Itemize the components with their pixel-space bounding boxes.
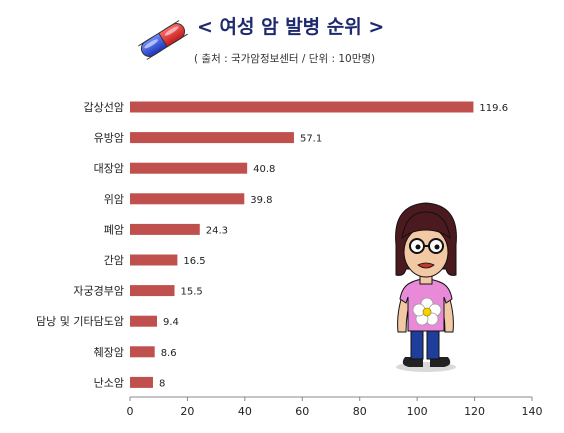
cartoon-girl-illustration <box>395 202 457 372</box>
category-label: 갑상선암 <box>84 101 124 114</box>
bar <box>130 315 157 327</box>
value-label: 16.5 <box>183 256 205 267</box>
x-tick-label: 60 <box>295 405 309 418</box>
value-label: 8.6 <box>161 348 177 359</box>
x-tick-label: 40 <box>238 405 252 418</box>
value-label: 8 <box>159 378 165 389</box>
x-tick-label: 80 <box>353 405 367 418</box>
bar <box>130 285 175 297</box>
category-label: 난소암 <box>94 376 124 389</box>
value-label: 9.4 <box>163 317 179 328</box>
value-label: 39.8 <box>250 195 272 206</box>
chart-title: < 여성 암 발병 순위 > <box>197 16 384 38</box>
x-tick-label: 20 <box>180 405 194 418</box>
category-label: 유방암 <box>94 132 124 145</box>
capsule-pill-icon <box>138 20 188 60</box>
x-axis: 0 20 40 60 80 100 120 140 <box>127 396 543 418</box>
bar <box>130 254 178 266</box>
category-label: 폐암 <box>104 223 124 236</box>
x-tick-label: 0 <box>127 405 134 418</box>
x-tick-label: 100 <box>407 405 428 418</box>
bar <box>130 101 474 113</box>
value-label: 119.6 <box>479 103 508 114</box>
bar <box>130 193 245 205</box>
chart-subtitle: ( 출처 : 국가암정보센터 / 단위 : 10만명) <box>194 52 375 65</box>
bar <box>130 346 155 358</box>
category-label: 췌장암 <box>94 346 124 359</box>
bar-series <box>130 101 474 388</box>
bar <box>130 223 200 235</box>
x-tick-label: 140 <box>522 405 543 418</box>
category-label: 간암 <box>104 254 124 267</box>
category-label: 위암 <box>104 193 124 206</box>
category-label: 자궁경부암 <box>73 285 124 298</box>
x-tick-label: 120 <box>464 405 485 418</box>
bar <box>130 162 248 174</box>
category-label: 담낭 및 기타담도암 <box>36 315 124 328</box>
category-label: 대장암 <box>94 162 124 175</box>
bar <box>130 376 153 388</box>
value-labels: 119.6 57.1 40.8 39.8 24.3 16.5 15.5 9.4 8.6 8 <box>159 103 508 389</box>
bar <box>130 132 294 144</box>
value-label: 15.5 <box>181 287 203 298</box>
value-label: 57.1 <box>300 134 322 145</box>
value-label: 40.8 <box>253 164 275 175</box>
value-label: 24.3 <box>206 225 228 236</box>
